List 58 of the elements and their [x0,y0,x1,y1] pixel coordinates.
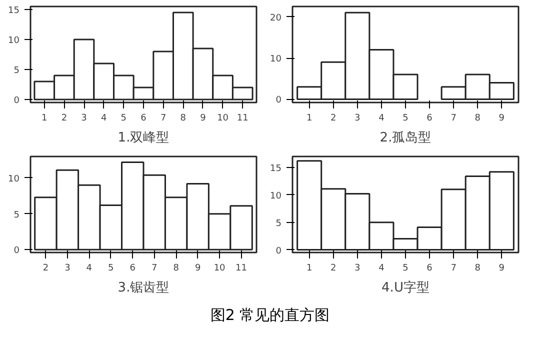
x-tick-label: 8 [474,114,481,124]
x-tick-label: 11 [236,114,248,124]
y-tick-label: 20 [270,13,282,24]
x-tick-label: 7 [152,264,158,274]
text: 2.孤岛型 [380,130,432,146]
y-tick-label: 5 [276,218,282,229]
x-tick-label: 5 [108,264,114,274]
text: 1.双峰型 [118,130,170,146]
y-tick-label: 15 [270,164,282,174]
y-tick-label: 10 [8,36,20,46]
x-tick-label: 3 [81,114,87,124]
x-tick-label: 2 [330,114,336,124]
y-tick-label: 0 [14,246,20,256]
x-tick-label: 3 [354,114,360,124]
y-tick-label: 10 [270,54,282,64]
x-tick-label: 3 [354,264,360,274]
y-tick-label: 10 [270,191,282,202]
y-tick-label: 0 [14,96,20,106]
x-tick-label: 7 [450,114,456,124]
x-tick-label: 9 [200,114,206,124]
y-tick-label: 0 [276,246,282,256]
x-tick-label: 9 [498,264,505,274]
x-tick-label: 2 [330,264,336,274]
y-tick-label: 5 [14,210,20,220]
x-tick-label: 1 [42,114,48,124]
x-tick-label: 6 [426,114,433,124]
x-tick-label: 4 [378,114,385,124]
x-tick-label: 5 [120,114,127,124]
y-tick-label: 10 [8,174,20,184]
x-tick-label: 1 [306,114,312,124]
y-tick-label: 5 [14,66,20,76]
x-tick-label: 11 [236,264,248,274]
y-tick-label: 15 [8,6,20,16]
x-tick-label: 10 [217,114,229,124]
x-tick-label: 7 [450,264,456,274]
x-tick-label: 2 [42,264,49,274]
x-tick-label: 4 [378,264,385,274]
x-tick-label: 8 [173,264,180,274]
text: 4.U字型 [382,280,430,296]
x-tick-label: 6 [130,264,136,274]
x-tick-label: 2 [61,114,68,124]
x-tick-label: 10 [214,264,226,274]
x-tick-label: 9 [194,264,201,274]
x-tick-label: 4 [86,264,92,274]
x-tick-label: 5 [402,114,408,124]
x-tick-label: 6 [140,114,147,124]
x-tick-label: 6 [426,264,433,274]
x-tick-label: 9 [498,114,505,124]
text: 图2 常见的直方图 [209,305,331,326]
x-tick-label: 8 [180,114,186,124]
x-tick-label: 7 [160,114,166,124]
x-tick-label: 8 [474,264,481,274]
text: 3.锯齿型 [118,280,170,296]
x-tick-label: 4 [100,114,107,124]
x-tick-label: 5 [402,264,408,274]
y-tick-label: 0 [276,96,282,106]
x-tick-label: 1 [306,264,312,274]
x-tick-label: 3 [64,264,70,274]
